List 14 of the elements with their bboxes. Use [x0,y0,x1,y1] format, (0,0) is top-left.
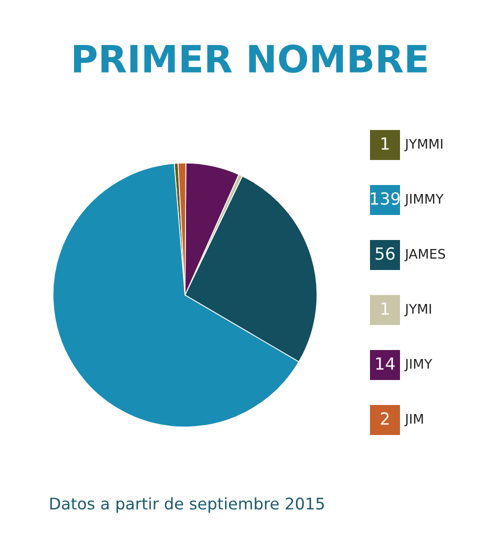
legend-label: JYMMI [404,139,442,152]
legend-label: JIM [404,414,423,426]
text: Datos a partir de septiembre 2015 [50,497,324,513]
legend-label: JIMMY [404,194,444,206]
data-label: 1 [382,137,389,150]
legend-label: JIMY [404,359,432,372]
chart-title: PRIMER NOMBRE [74,44,427,73]
data-label: 56 [376,247,395,260]
legend-label: JYMI [404,304,431,316]
data-label: 2 [380,412,389,425]
data-label: 14 [376,357,395,370]
legend-label: JAMES [404,248,446,262]
data-label: 1 [382,302,389,315]
data-label: 139 [370,192,400,205]
